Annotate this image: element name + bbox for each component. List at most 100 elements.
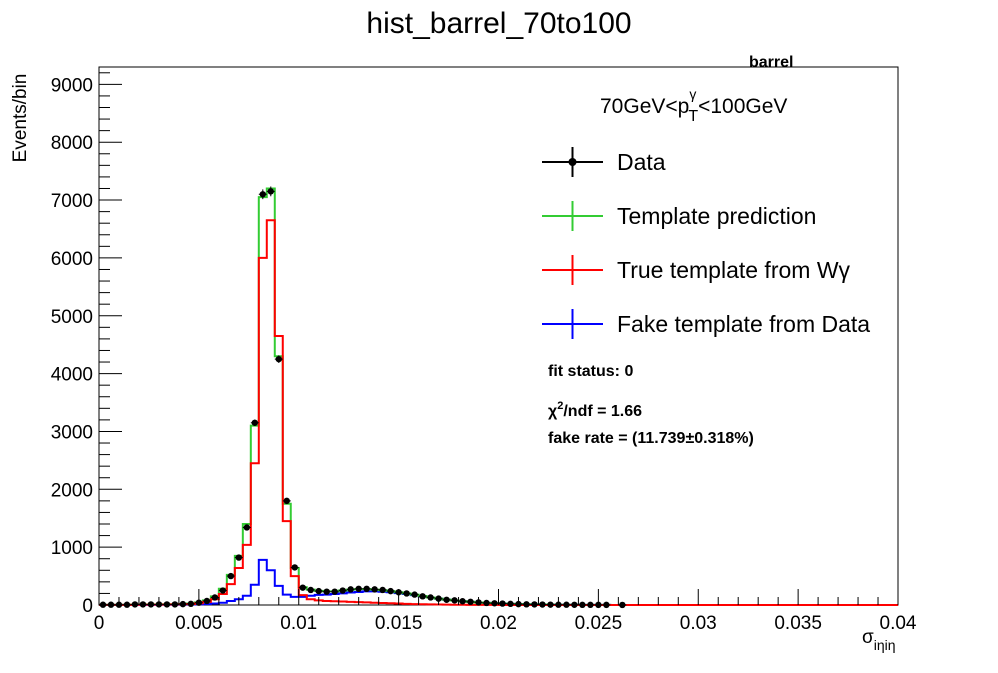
data-point (202, 597, 211, 605)
data-point (354, 585, 363, 593)
data-point (250, 419, 259, 427)
y-tick-label: 8000 (51, 133, 93, 154)
legend-label: Data (617, 149, 666, 175)
data-point (226, 572, 235, 580)
data-point (338, 587, 347, 594)
data-point (314, 587, 323, 595)
data-point (322, 588, 331, 595)
y-tick-label: 7000 (51, 191, 93, 212)
x-axis-label-subscript: iηiη (874, 637, 896, 653)
pt-range-label: 70GeV<pγ T<100GeV (600, 86, 787, 125)
pt-label-prefix: 70GeV<p (600, 95, 689, 118)
data-point (386, 587, 395, 595)
data-point (378, 586, 387, 594)
data-point (234, 554, 243, 561)
legend-label: True template from Wγ (617, 257, 851, 283)
x-tick-label: 0.015 (375, 613, 423, 634)
chi2-symbol: χ (548, 403, 558, 420)
y-tick-label: 6000 (51, 249, 93, 270)
data-point (282, 497, 291, 505)
data-point (442, 596, 451, 603)
series-line-template-prediction (99, 187, 898, 606)
y-tick-label: 2000 (51, 480, 93, 501)
region-label: barrel (749, 54, 793, 71)
data-point (346, 586, 355, 593)
histogram-layer (99, 187, 898, 606)
data-point (490, 600, 499, 607)
chart-title: hist_barrel_70to100 (366, 7, 631, 40)
x-axis-label: σiηiη (862, 627, 896, 653)
chi2-text: χ2/ndf = 1.66 (548, 400, 642, 420)
data-point (130, 601, 139, 608)
data-point (370, 586, 379, 593)
x-axis: 0 0.005 0.01 0.015 0.02 0.025 0.03 0.035 0.04 (94, 589, 917, 634)
data-point (306, 586, 315, 594)
x-axis-label-main: σ (862, 627, 874, 648)
data-point (186, 600, 195, 608)
fit-status-text: fit status: 0 (548, 363, 633, 380)
data-point (170, 601, 179, 608)
y-tick-label: 0 (82, 596, 93, 617)
chi2-value: /ndf = 1.66 (563, 403, 642, 420)
data-point (146, 601, 155, 608)
data-point (426, 594, 435, 601)
data-point (506, 600, 515, 608)
data-point (450, 597, 459, 604)
data-points-layer (99, 186, 627, 609)
data-point (498, 600, 507, 607)
data-point (258, 189, 267, 200)
x-tick-label: 0.01 (280, 613, 317, 634)
y-tick-label: 4000 (51, 365, 93, 386)
data-point (530, 601, 539, 608)
pt-label-subscript: T (688, 108, 698, 125)
y-tick-label: 3000 (51, 422, 93, 443)
legend-label: Template prediction (617, 203, 816, 229)
data-point (178, 600, 187, 608)
data-point (602, 601, 611, 609)
x-tick-label: 0 (94, 613, 105, 634)
x-tick-label: 0.04 (880, 613, 917, 634)
legend-entry: Fake template from Data (542, 309, 870, 339)
legend-label: Fake template from Data (617, 311, 870, 337)
data-point (586, 601, 595, 609)
legend-entry: Template prediction (542, 201, 816, 231)
data-point (538, 601, 547, 608)
data-point (458, 598, 467, 605)
data-point (570, 601, 579, 608)
data-point (618, 601, 627, 609)
data-point (122, 601, 131, 608)
pt-label-superscript: γ (689, 86, 696, 102)
data-point (218, 587, 227, 594)
y-tick-label: 5000 (51, 307, 93, 328)
legend: Data Template prediction True template fro… (542, 147, 870, 339)
data-point (266, 186, 275, 197)
data-point (298, 584, 307, 591)
x-tick-label: 0.02 (480, 613, 517, 634)
data-point (274, 355, 283, 363)
data-point (210, 594, 219, 601)
x-tick-label: 0.005 (175, 613, 223, 634)
legend-entry: Data (542, 147, 666, 177)
y-axis: 0 1000 2000 3000 4000 5000 6000 7000 8000 9000 (51, 72, 122, 617)
data-point (482, 599, 491, 607)
data-point (410, 591, 419, 598)
data-point (402, 590, 411, 597)
data-point (546, 601, 555, 608)
data-point (418, 593, 427, 600)
chi2-superscript: 2 (557, 400, 563, 412)
data-point (330, 588, 339, 595)
data-point (522, 601, 531, 608)
data-point (162, 601, 171, 608)
legend-entry: True template from Wγ (542, 255, 851, 285)
x-tick-label: 0.025 (575, 613, 623, 634)
data-point (138, 601, 147, 608)
data-point (242, 524, 251, 531)
pt-label-suffix: <100GeV (698, 95, 787, 118)
y-tick-label: 9000 (51, 75, 93, 96)
x-tick-label: 0.03 (680, 613, 717, 634)
y-axis-label: Events/bin (10, 74, 31, 163)
data-point (562, 601, 571, 608)
data-point (362, 585, 371, 593)
y-tick-label: 1000 (51, 538, 93, 559)
